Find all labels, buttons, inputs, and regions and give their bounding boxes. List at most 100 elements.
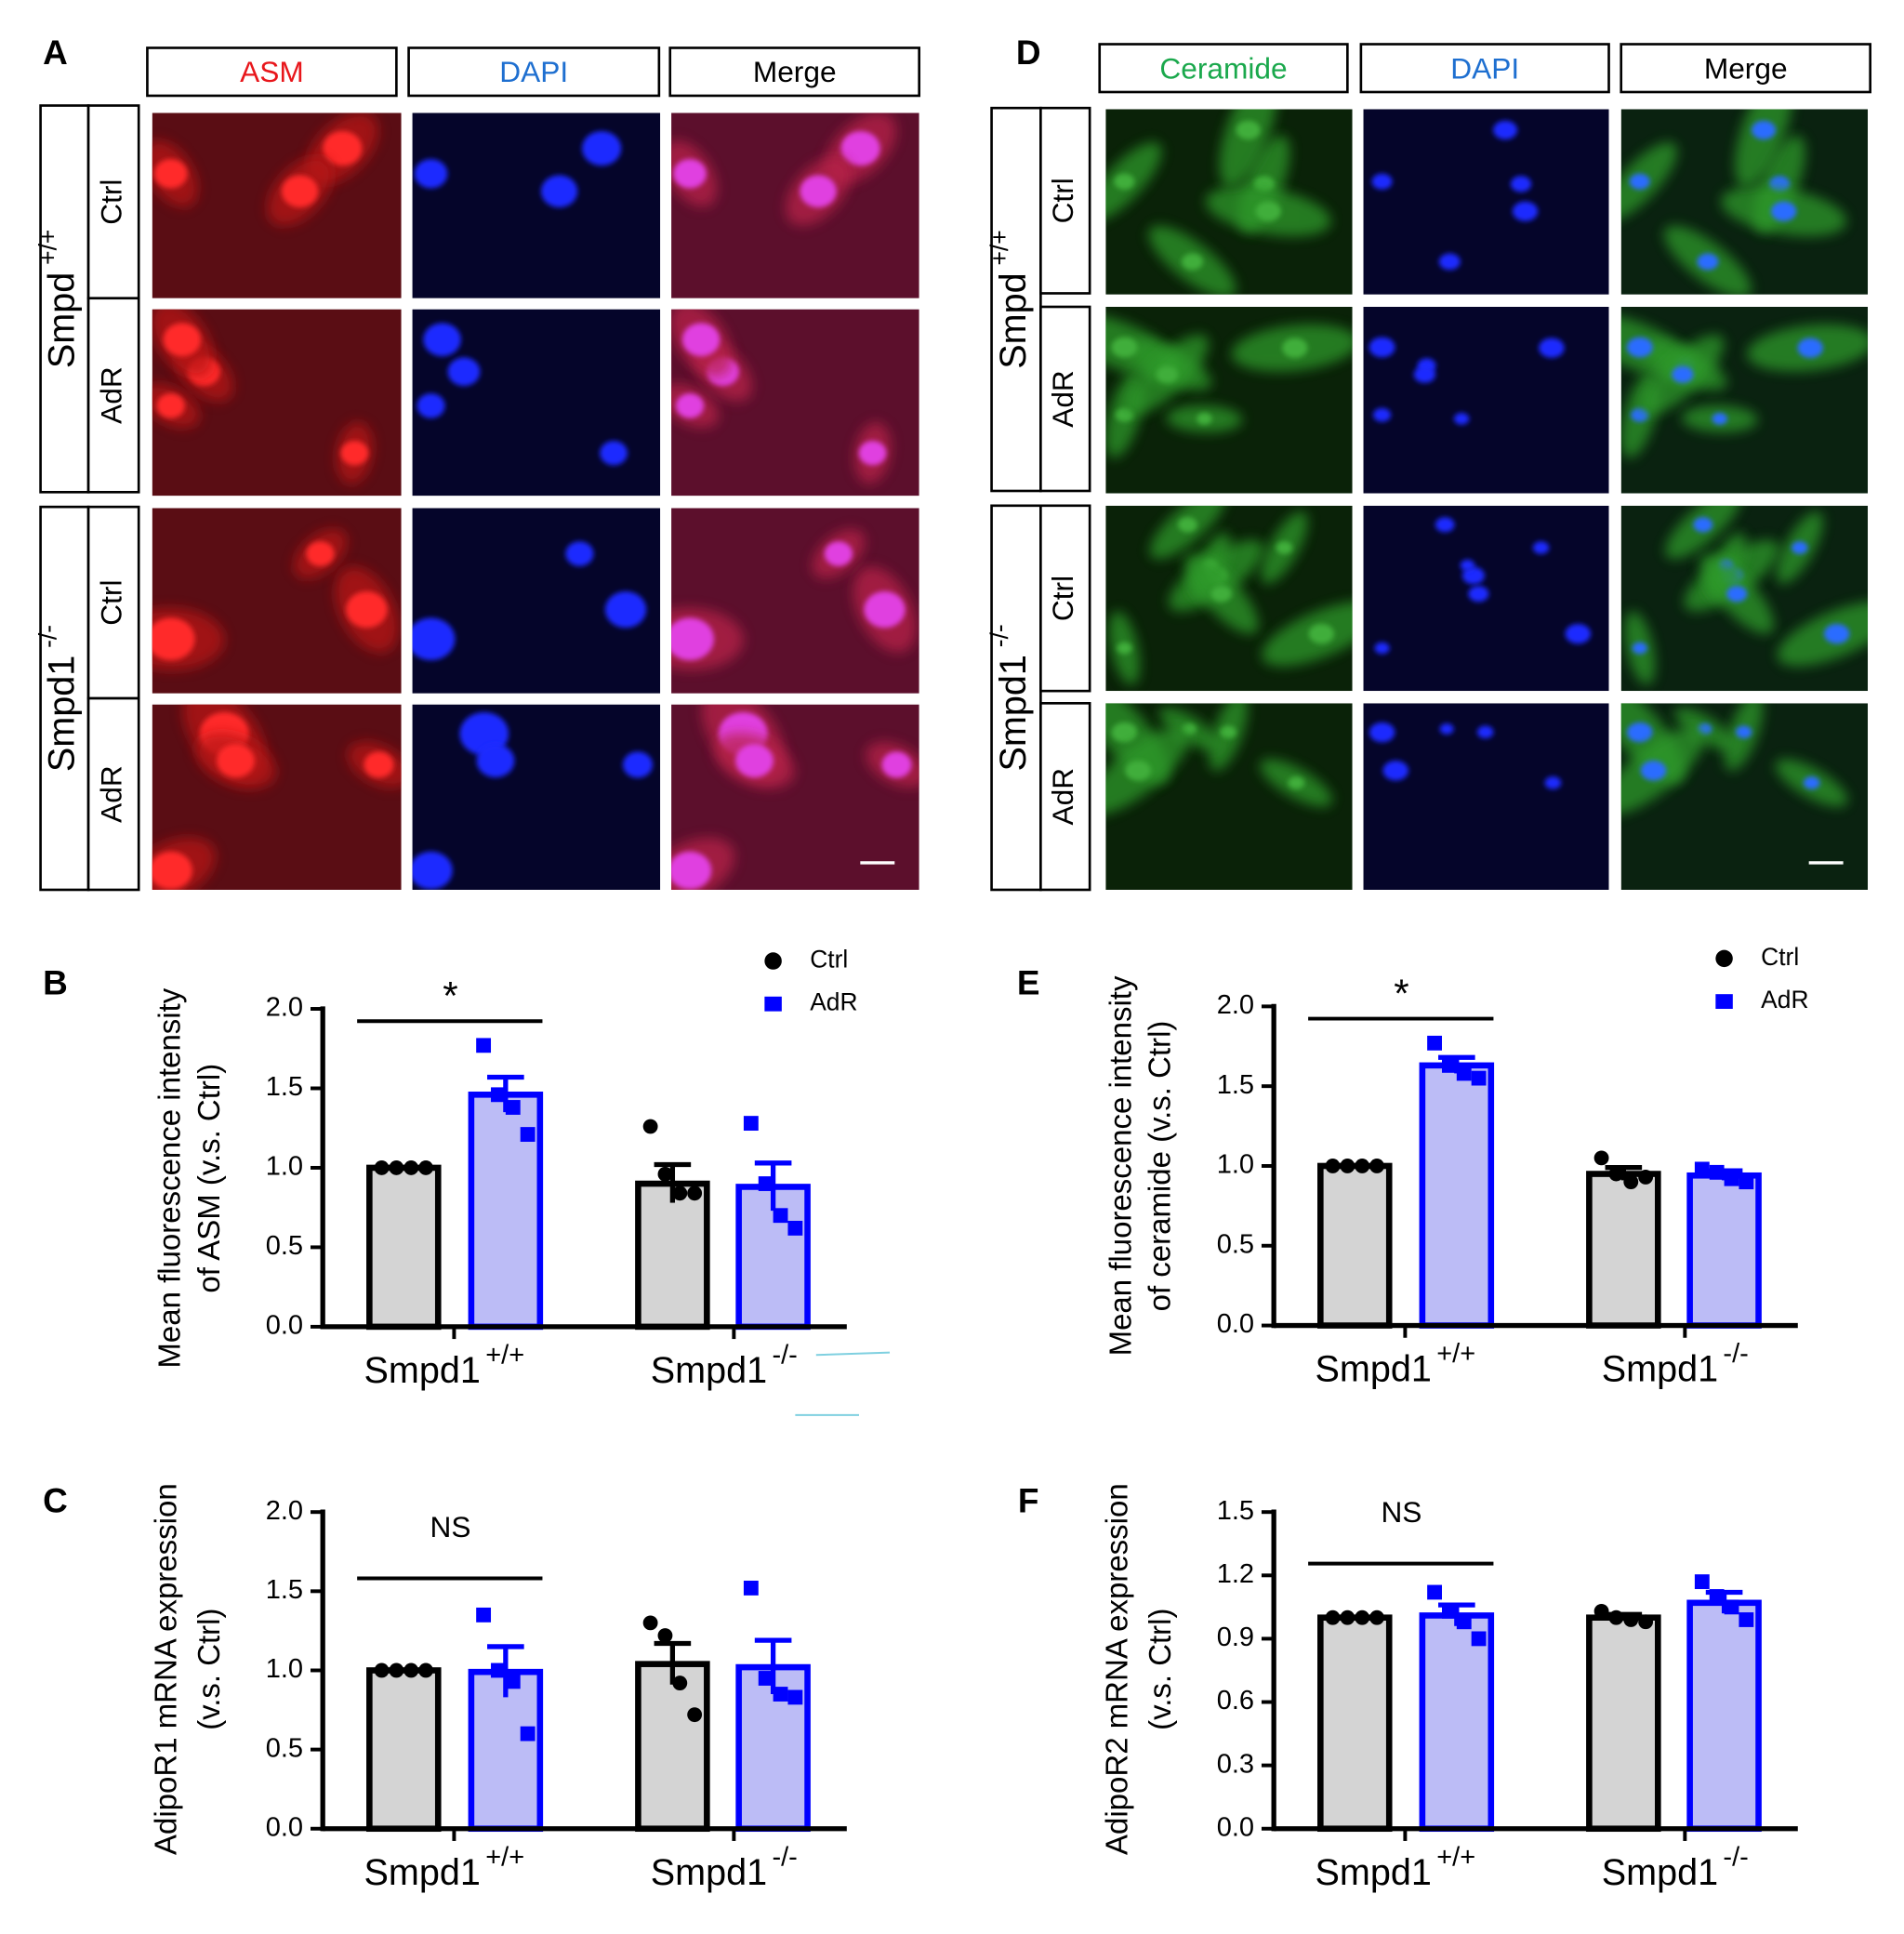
legend-label: AdR xyxy=(1761,986,1808,1013)
data-point xyxy=(1724,1171,1739,1186)
group-superscript: +/+ xyxy=(985,230,1013,265)
data-point xyxy=(1608,1609,1624,1625)
data-point xyxy=(1340,1159,1355,1173)
nucleus xyxy=(1735,725,1752,739)
nucleus xyxy=(1210,586,1232,603)
legend-label: Ctrl xyxy=(1761,943,1799,971)
data-point xyxy=(1623,1174,1639,1190)
data-point xyxy=(1340,1609,1355,1625)
category-name: Smpd1 xyxy=(1602,1852,1718,1893)
nucleus xyxy=(1629,173,1650,190)
category-name: Smpd1 xyxy=(651,1350,767,1391)
data-point xyxy=(1355,1159,1370,1173)
column-header-box xyxy=(668,46,921,98)
micrograph xyxy=(1363,306,1609,494)
group-box xyxy=(990,106,1042,493)
column-header: DAPI xyxy=(1450,51,1519,85)
nucleus xyxy=(412,617,456,661)
nucleus xyxy=(1156,365,1179,383)
nucleus xyxy=(1626,337,1653,358)
bar xyxy=(1317,1162,1393,1329)
x-tick-label: Smpd1 -/- xyxy=(651,1340,798,1391)
data-point xyxy=(1608,1166,1624,1182)
x-tick-label: Smpd1 +/+ xyxy=(364,1340,525,1391)
x-tick-label: Smpd1 +/+ xyxy=(1316,1842,1476,1893)
nucleus xyxy=(1697,253,1719,271)
data-point xyxy=(773,1687,788,1702)
data-point xyxy=(389,1160,404,1175)
nucleus xyxy=(671,851,712,890)
data-point xyxy=(642,1119,658,1134)
nucleus xyxy=(858,441,887,466)
group-name: Smpd1 xyxy=(993,655,1034,771)
micrograph xyxy=(1363,703,1609,890)
x-tick-label: Smpd1 +/+ xyxy=(364,1842,525,1893)
y-tick-label: 1.0 xyxy=(266,1152,303,1182)
data-point xyxy=(389,1662,404,1678)
nucleus xyxy=(217,744,255,778)
group-label: Smpd +/+ xyxy=(985,230,1034,368)
data-point xyxy=(1325,1159,1341,1173)
data-point xyxy=(787,1689,803,1705)
category-superscript: +/+ xyxy=(485,1340,524,1370)
row-box xyxy=(1039,106,1091,295)
nucleus xyxy=(1276,541,1293,554)
column-header-box xyxy=(1620,43,1871,94)
nucleus xyxy=(1493,120,1518,139)
data-point xyxy=(374,1662,390,1678)
y-tick-label: 0.0 xyxy=(1217,1812,1254,1842)
y-tick-label: 1.2 xyxy=(1217,1559,1254,1589)
group-name: Smpd xyxy=(993,272,1034,368)
legend-label: AdR xyxy=(810,988,857,1016)
category-superscript: -/- xyxy=(1723,1339,1748,1369)
panel-letter: E xyxy=(1017,964,1040,1002)
nucleus xyxy=(414,159,448,189)
nucleus xyxy=(1712,413,1728,425)
row-box xyxy=(86,505,140,700)
data-point xyxy=(476,1038,492,1053)
nucleus xyxy=(1368,337,1395,358)
data-point xyxy=(687,1707,703,1723)
column-header: Merge xyxy=(753,55,837,88)
category-name: Smpd1 xyxy=(1316,1852,1432,1893)
row-box xyxy=(1039,702,1091,892)
y-tick-label: 2.0 xyxy=(1217,990,1254,1020)
data-point xyxy=(418,1160,433,1175)
micrograph xyxy=(1620,703,1869,890)
column-header: Merge xyxy=(1704,51,1788,85)
nucleus xyxy=(152,617,195,661)
nucleus xyxy=(1220,725,1236,739)
group-name: Smpd1 xyxy=(42,656,83,772)
y-tick-label: 0.0 xyxy=(1217,1309,1254,1339)
category-name: Smpd1 xyxy=(364,1350,481,1391)
row-label: AdR xyxy=(94,366,127,424)
nucleus xyxy=(675,393,705,418)
nucleus xyxy=(1512,201,1539,221)
column-header-box xyxy=(1359,43,1610,94)
nucleus xyxy=(1182,253,1204,271)
data-point xyxy=(787,1220,803,1236)
y-tick-label: 0.0 xyxy=(266,1812,303,1842)
row-label: AdR xyxy=(1046,768,1079,826)
nucleus xyxy=(1178,517,1197,533)
nucleus xyxy=(152,851,192,890)
bar xyxy=(1586,1614,1661,1833)
nucleus xyxy=(1797,338,1823,358)
nucleus xyxy=(582,130,622,166)
data-point xyxy=(1694,1574,1710,1590)
data-point xyxy=(773,1208,788,1224)
row-box xyxy=(86,297,140,494)
nucleus xyxy=(1114,173,1135,190)
data-point xyxy=(1471,1070,1487,1086)
y-tick-label: 0.0 xyxy=(266,1311,303,1341)
y-axis-label: AdipoR1 mRNA expression xyxy=(149,1483,183,1855)
y-tick-label: 1.5 xyxy=(266,1575,303,1605)
data-point xyxy=(505,1674,521,1689)
data-point xyxy=(743,1581,759,1596)
micrograph xyxy=(152,309,402,497)
nucleus xyxy=(1111,722,1138,743)
micrograph-bg xyxy=(412,704,661,890)
y-tick-label: 1.5 xyxy=(1217,1070,1254,1100)
category-superscript: -/- xyxy=(772,1842,797,1872)
